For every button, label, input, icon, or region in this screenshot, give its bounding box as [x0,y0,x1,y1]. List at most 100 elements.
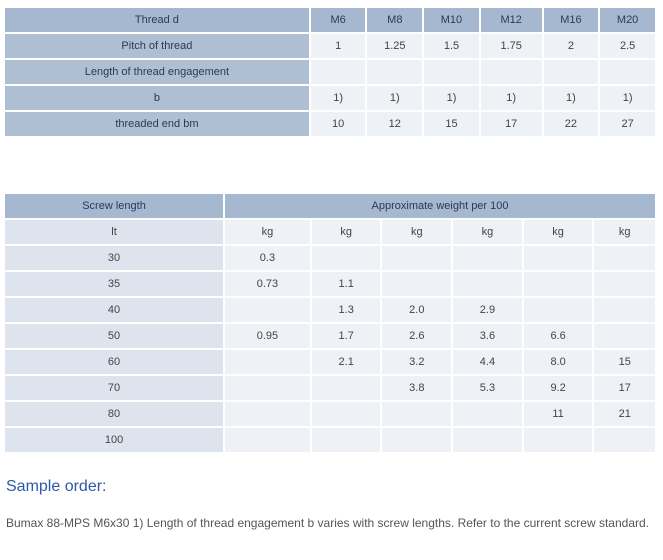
table-cell: 15 [594,350,655,374]
table-cell [453,246,522,270]
unit-cell: kg [453,220,522,244]
table-cell [367,60,423,84]
length-cell: 35 [5,272,224,296]
table-cell: 6.6 [523,324,593,348]
table-cell: 3.8 [382,376,452,400]
table-cell [523,428,593,452]
table-cell: 17 [594,376,655,400]
table-row: 40 1.3 2.0 2.9 [5,298,655,322]
thread-header-row: Thread d M6 M8 M10 M12 M16 M20 [5,8,655,32]
table-cell: 1) [367,86,423,110]
table-cell: 1.75 [480,34,542,58]
table-cell [523,272,593,296]
table-cell [382,272,452,296]
table-cell [594,298,655,322]
weight-header: Approximate weight per 100 [225,194,655,218]
table-cell: 3.6 [453,324,522,348]
thread-size-m6: M6 [310,8,366,32]
thread-size-m10: M10 [424,8,479,32]
length-unit-label: lt [5,220,224,244]
screw-length-header: Screw length [5,194,224,218]
b-label: b [5,86,309,110]
unit-cell: kg [523,220,593,244]
table-cell: 8.0 [523,350,593,374]
threaded-end-label: threaded end bm [5,112,309,136]
table-cell [523,298,593,322]
table-cell: 1) [424,86,479,110]
length-cell: 50 [5,324,224,348]
table-cell: 2 [543,34,599,58]
table-cell [594,246,655,270]
thread-size-m8: M8 [367,8,423,32]
table-cell: 22 [543,112,599,136]
table-cell [225,428,310,452]
table-cell [453,428,522,452]
table-cell: 9.2 [523,376,593,400]
table-row: 100 [5,428,655,452]
pitch-row: Pitch of thread 1 1.25 1.5 1.75 2 2.5 [5,34,655,58]
table-cell: 21 [594,402,655,426]
thread-size-m20: M20 [600,8,655,32]
table-cell: 15 [424,112,479,136]
table-cell: 1) [480,86,542,110]
thread-size-m16: M16 [543,8,599,32]
table-cell [310,60,366,84]
table-row: 35 0.73 1.1 [5,272,655,296]
table-cell [311,428,381,452]
sample-order-title: Sample order: [6,478,107,495]
unit-cell: kg [382,220,452,244]
table-cell: 1.1 [311,272,381,296]
table-cell: 1 [310,34,366,58]
table-cell [600,60,655,84]
table-cell: 12 [367,112,423,136]
weight-table: Screw length Approximate weight per 100 … [3,192,657,454]
table-cell: 2.0 [382,298,452,322]
length-cell: 30 [5,246,224,270]
engagement-row: Length of thread engagement [5,60,655,84]
pitch-label: Pitch of thread [5,34,309,58]
unit-row: lt kg kg kg kg kg kg [5,220,655,244]
table-cell: 1.7 [311,324,381,348]
table-cell [311,376,381,400]
table-cell: 2.1 [311,350,381,374]
table-cell: 1.3 [311,298,381,322]
table-cell: 4.4 [453,350,522,374]
table-cell [594,272,655,296]
table-cell [523,246,593,270]
table-cell: 1.5 [424,34,479,58]
table-cell [594,428,655,452]
thread-header-label: Thread d [5,8,309,32]
table-cell [453,272,522,296]
unit-cell: kg [594,220,655,244]
engagement-label: Length of thread engagement [5,60,309,84]
table-cell [382,428,452,452]
table-cell: 2.6 [382,324,452,348]
table-row: 80 11 21 [5,402,655,426]
table-cell [225,350,310,374]
table-cell: 17 [480,112,542,136]
table-cell [225,402,310,426]
table-cell [382,402,452,426]
table-cell [480,60,542,84]
thread-size-m12: M12 [480,8,542,32]
table-cell: 10 [310,112,366,136]
table-cell: 2.5 [600,34,655,58]
table-cell: 1) [600,86,655,110]
table-cell: 3.2 [382,350,452,374]
table-row: 60 2.1 3.2 4.4 8.0 15 [5,350,655,374]
table-row: 70 3.8 5.3 9.2 17 [5,376,655,400]
thread-spec-table: Thread d M6 M8 M10 M12 M16 M20 Pitch of … [3,6,657,138]
table-cell: 5.3 [453,376,522,400]
table-cell: 0.95 [225,324,310,348]
table-cell [311,246,381,270]
table-cell: 11 [523,402,593,426]
table-cell [311,402,381,426]
table-cell: 1.25 [367,34,423,58]
threaded-end-row: threaded end bm 10 12 15 17 22 27 [5,112,655,136]
length-cell: 100 [5,428,224,452]
sample-order-text: Bumax 88-MPS M6x30 1) Length of thread e… [6,516,649,530]
table-row: 50 0.95 1.7 2.6 3.6 6.6 [5,324,655,348]
length-cell: 70 [5,376,224,400]
weight-header-row: Screw length Approximate weight per 100 [5,194,655,218]
table-cell: 2.9 [453,298,522,322]
